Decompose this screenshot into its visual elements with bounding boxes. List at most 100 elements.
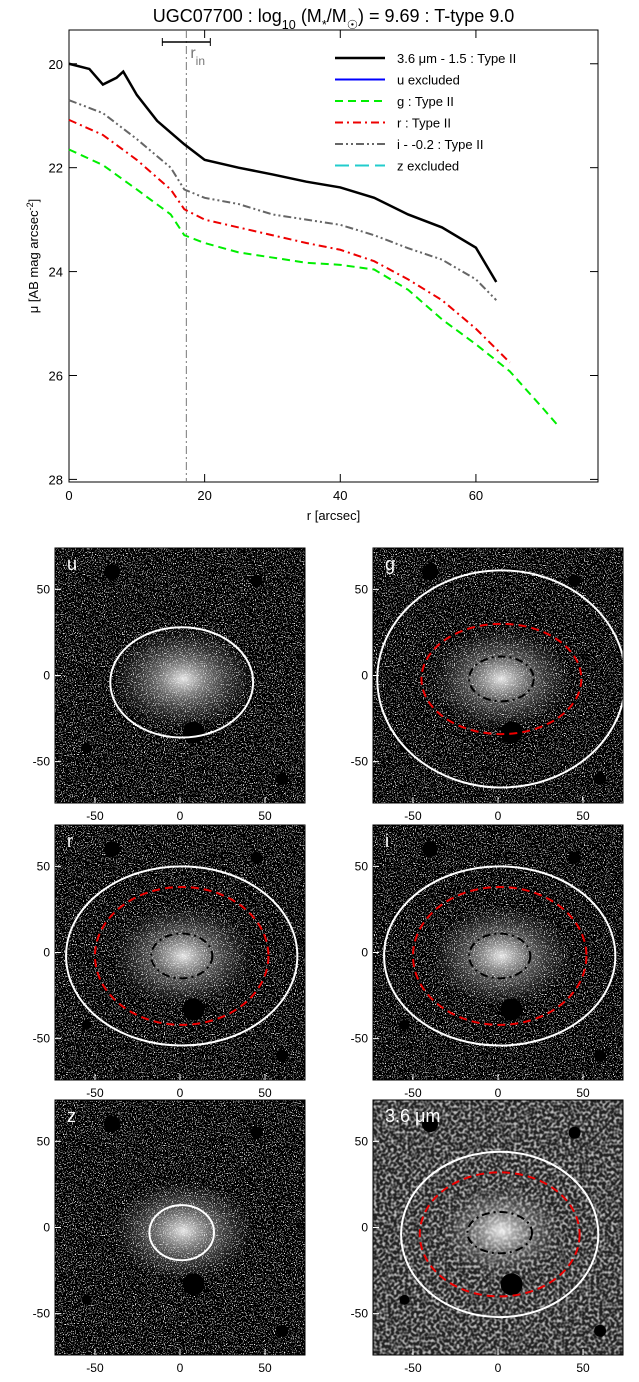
galaxy-glow (113, 1180, 254, 1281)
x-tick-label: 0 (177, 809, 184, 823)
x-tick-label: -50 (404, 1086, 422, 1100)
x-tick-label: 50 (258, 809, 272, 823)
profile-line (68, 99, 497, 301)
y-tick-label: -50 (351, 755, 369, 769)
mask (594, 1324, 607, 1337)
y-axis-label-part: -2 (25, 202, 35, 210)
y-tick-label: 50 (355, 582, 369, 596)
y-tick-label: 0 (43, 946, 50, 960)
mask (81, 1019, 92, 1030)
y-tick-label: 50 (37, 859, 51, 873)
legend-label: g : Type II (397, 94, 454, 109)
isophote-ellipse (109, 626, 255, 739)
legend-label: u excluded (397, 73, 460, 88)
mask (399, 1019, 410, 1030)
x-tick-label: 50 (576, 1086, 590, 1100)
image-label: 3.6 μm (385, 1106, 440, 1126)
isophote-ellipse (383, 865, 617, 1047)
x-tick-label: 50 (258, 1086, 272, 1100)
image-label: g (385, 554, 395, 574)
isophote-ellipse (150, 932, 214, 980)
galaxy-glow (431, 628, 572, 729)
isophote-ellipse (148, 1204, 216, 1262)
chart-title: UGC07700 : log10 (M*/M☉) = 9.69 : T-type… (153, 6, 515, 32)
galaxy-glow (441, 1185, 562, 1276)
x-tick-label: -50 (86, 809, 104, 823)
x-tick-label: 0 (177, 1086, 184, 1100)
mask (81, 1294, 92, 1305)
mask (500, 998, 523, 1021)
chart-title-part: UGC07700 : log (153, 6, 282, 26)
mask (182, 998, 205, 1021)
y-tick-label: 50 (355, 859, 369, 873)
mask (568, 1126, 581, 1139)
y-tick-label: 22 (49, 161, 63, 176)
mask (250, 574, 263, 587)
mask (276, 772, 289, 785)
mask (250, 851, 263, 864)
legend-label: z excluded (397, 159, 459, 174)
mask (421, 564, 438, 581)
image-label: i (385, 831, 389, 851)
x-tick-label: -50 (404, 1361, 422, 1375)
image-label: u (67, 554, 77, 574)
profile-line (68, 118, 511, 364)
plot-frame (68, 29, 599, 483)
y-tick-label: 0 (361, 946, 368, 960)
galaxy-glow (113, 628, 254, 729)
y-axis-label-part: μ [AB mag arcsec (26, 210, 41, 313)
y-tick-label: 0 (361, 1221, 368, 1235)
y-tick-label: 20 (49, 57, 63, 72)
image-label: r (67, 831, 73, 851)
y-tick-label: -50 (33, 1032, 51, 1046)
legend-label: i - -0.2 : Type II (397, 137, 483, 152)
y-tick-label: 50 (37, 1134, 51, 1148)
x-tick-label: 50 (576, 809, 590, 823)
isophote-ellipse (418, 1171, 581, 1298)
mask (182, 721, 205, 744)
y-tick-label: 50 (355, 1134, 369, 1148)
mask (500, 721, 523, 744)
x-tick-label: 50 (576, 1361, 590, 1375)
chart-title-part: (M (296, 6, 322, 26)
isophote-ellipse (376, 569, 627, 789)
image-label: z (67, 1106, 76, 1126)
isophote-ellipse (400, 1150, 600, 1319)
r-in-sub: in (196, 54, 205, 68)
y-tick-label: -50 (351, 1307, 369, 1321)
isophote-ellipse (411, 886, 588, 1026)
x-tick-label: 0 (65, 488, 72, 503)
y-axis-label-part: ] (26, 199, 41, 203)
mask (103, 564, 120, 581)
profile-line (68, 148, 559, 426)
x-tick-label: 60 (469, 488, 483, 503)
y-tick-label: 24 (49, 265, 63, 280)
mask (399, 1294, 410, 1305)
chart-title-part: 10 (282, 18, 296, 32)
mask (594, 772, 607, 785)
mask (500, 1273, 523, 1296)
y-tick-label: -50 (351, 1032, 369, 1046)
isophote-ellipse (93, 886, 270, 1026)
y-tick-label: 0 (43, 669, 50, 683)
legend-label: r : Type II (397, 116, 451, 131)
x-tick-label: 0 (177, 1361, 184, 1375)
isophote-ellipse (468, 655, 535, 703)
mask (421, 1116, 438, 1133)
mask (421, 841, 438, 858)
mask (568, 851, 581, 864)
y-tick-label: 0 (361, 669, 368, 683)
legend-label: 3.6 μm - 1.5 : Type II (397, 51, 516, 66)
x-tick-label: 50 (258, 1361, 272, 1375)
isophote-ellipse (466, 1210, 534, 1255)
chart-title-part: ☉ (347, 18, 358, 32)
chart-title-part: * (322, 18, 327, 32)
x-tick-label: 0 (495, 1361, 502, 1375)
isophote-ellipse (65, 865, 299, 1047)
y-tick-label: 50 (37, 582, 51, 596)
mask (276, 1049, 289, 1062)
chart-title-part: /M (327, 6, 347, 26)
mask (594, 1049, 607, 1062)
y-axis-label: μ [AB mag arcsec-2] (25, 199, 41, 314)
x-tick-label: 40 (333, 488, 347, 503)
